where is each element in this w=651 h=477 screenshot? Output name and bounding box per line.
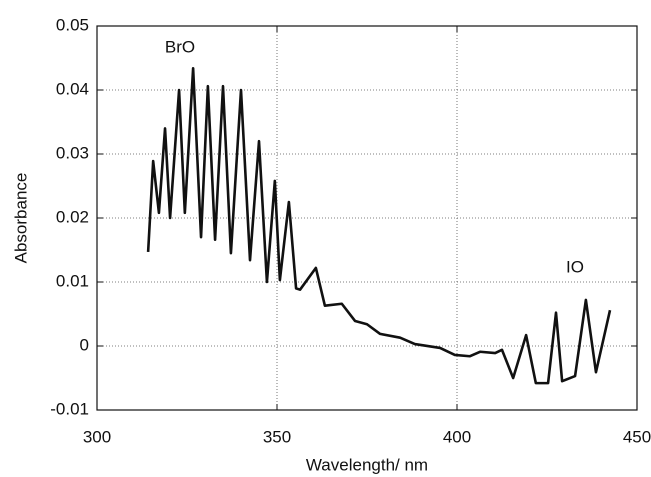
annotation: IO <box>566 257 584 276</box>
x-tick-label: 300 <box>83 427 111 446</box>
y-tick-label: -0.01 <box>50 399 89 418</box>
y-tick-label: 0.01 <box>56 271 89 290</box>
annotation: BrO <box>165 37 195 56</box>
x-tick-label: 400 <box>443 427 471 446</box>
y-tick-label: 0.05 <box>56 15 89 34</box>
y-tick-label: 0.02 <box>56 207 89 226</box>
y-axis-title: Absorbance <box>11 173 30 264</box>
spectrum-line <box>146 66 612 385</box>
x-tick-label: 450 <box>623 427 651 446</box>
y-tick-label: 0 <box>80 335 89 354</box>
y-tick-label: 0.03 <box>56 143 89 162</box>
y-tick-label: 0.04 <box>56 79 89 98</box>
plot-frame <box>96 25 638 411</box>
x-tick-label: 350 <box>263 427 291 446</box>
x-axis-title: Wavelength/ nm <box>306 455 428 474</box>
